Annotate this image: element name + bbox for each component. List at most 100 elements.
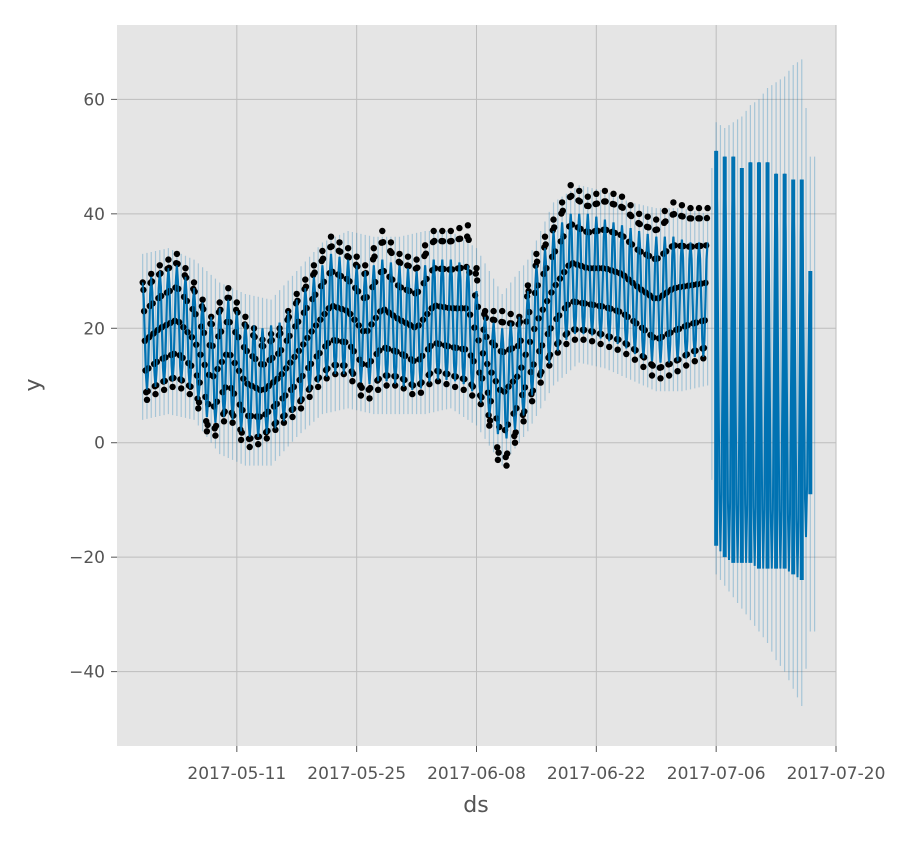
observed-point [199, 296, 206, 303]
observed-point [537, 379, 544, 386]
observed-point [541, 233, 549, 240]
observed-point [619, 204, 626, 211]
observed-point [674, 368, 681, 375]
observed-point [558, 199, 566, 206]
observed-point [353, 253, 360, 260]
observed-point [212, 422, 220, 430]
forecast-line-overlay [141, 213, 709, 439]
observed-point [503, 462, 510, 469]
observed-point [688, 215, 695, 222]
observed-point [421, 242, 429, 249]
observed-point [662, 218, 669, 225]
observed-point [165, 264, 173, 271]
observed-point [585, 202, 592, 210]
observed-point [405, 262, 412, 270]
observed-point [195, 405, 202, 412]
observed-point [700, 355, 707, 362]
observed-point [443, 380, 450, 388]
x-tick-label: 2017-06-08 [427, 764, 526, 784]
observed-point [495, 449, 502, 456]
observed-point [456, 224, 463, 232]
observed-point [602, 198, 609, 205]
x-tick-label: 2017-07-20 [787, 764, 886, 784]
observed-point [559, 207, 566, 214]
observed-point [328, 243, 335, 250]
observed-point [404, 253, 412, 260]
x-tick-label: 2017-07-06 [667, 764, 766, 784]
observed-point [143, 396, 151, 403]
observed-point [314, 383, 322, 391]
observed-point [611, 201, 618, 208]
observed-point [481, 307, 489, 315]
observed-point [302, 283, 310, 290]
observed-point [580, 336, 587, 343]
observed-point [584, 193, 591, 200]
observed-point [696, 215, 703, 222]
observed-point [367, 384, 374, 392]
observed-point [678, 202, 686, 209]
observed-point [661, 207, 668, 215]
y-tick-label: 20 [83, 319, 105, 339]
observed-point [533, 250, 540, 258]
observed-point [494, 456, 502, 464]
x-tick-label: 2017-05-25 [307, 764, 406, 784]
observed-point [448, 237, 455, 245]
observed-point [670, 210, 678, 218]
observed-point [644, 213, 651, 220]
observed-point [568, 192, 575, 200]
observed-point [233, 299, 240, 306]
observed-point [366, 395, 373, 402]
observed-point [460, 386, 467, 393]
observed-point [491, 316, 498, 324]
observed-point [627, 202, 634, 209]
observed-point [225, 294, 233, 302]
y-tick-label: −40 [69, 663, 105, 683]
observed-point [542, 241, 549, 248]
observed-point [409, 390, 416, 398]
observed-point [212, 432, 219, 439]
observed-point [280, 419, 288, 426]
observed-point [242, 313, 249, 320]
observed-point [618, 193, 626, 200]
observed-point [499, 307, 506, 315]
observed-point [165, 256, 172, 263]
observed-point [473, 265, 480, 272]
observed-point [144, 388, 151, 395]
observed-point [567, 182, 574, 189]
observed-point [388, 249, 395, 257]
observed-point [451, 383, 459, 391]
observed-point [371, 253, 378, 260]
observed-point [306, 393, 313, 401]
observed-point [571, 336, 579, 343]
observed-point [670, 199, 677, 206]
observed-point [247, 435, 254, 442]
observed-point [319, 247, 326, 255]
observed-point [507, 310, 514, 318]
observed-point [148, 270, 155, 278]
observed-point [336, 239, 343, 246]
x-tick-label: 2017-06-22 [547, 764, 646, 784]
observed-point [289, 413, 296, 421]
observed-series [139, 182, 711, 469]
observed-point [173, 250, 181, 258]
observed-point [546, 362, 553, 369]
observed-point [657, 375, 664, 382]
observed-point [152, 390, 159, 398]
observed-point [703, 242, 710, 249]
observed-point [379, 227, 386, 235]
observed-point [588, 338, 596, 345]
observed-point [474, 277, 481, 284]
observed-point [344, 245, 352, 252]
observed-point [370, 245, 377, 252]
observed-point [392, 382, 399, 389]
observed-point [648, 372, 656, 379]
observed-point [263, 435, 270, 442]
observed-point [374, 386, 382, 393]
observed-point [504, 450, 511, 457]
observed-point [216, 299, 223, 306]
observed-point [499, 319, 507, 326]
observed-point [311, 269, 318, 276]
observed-point [422, 250, 430, 257]
